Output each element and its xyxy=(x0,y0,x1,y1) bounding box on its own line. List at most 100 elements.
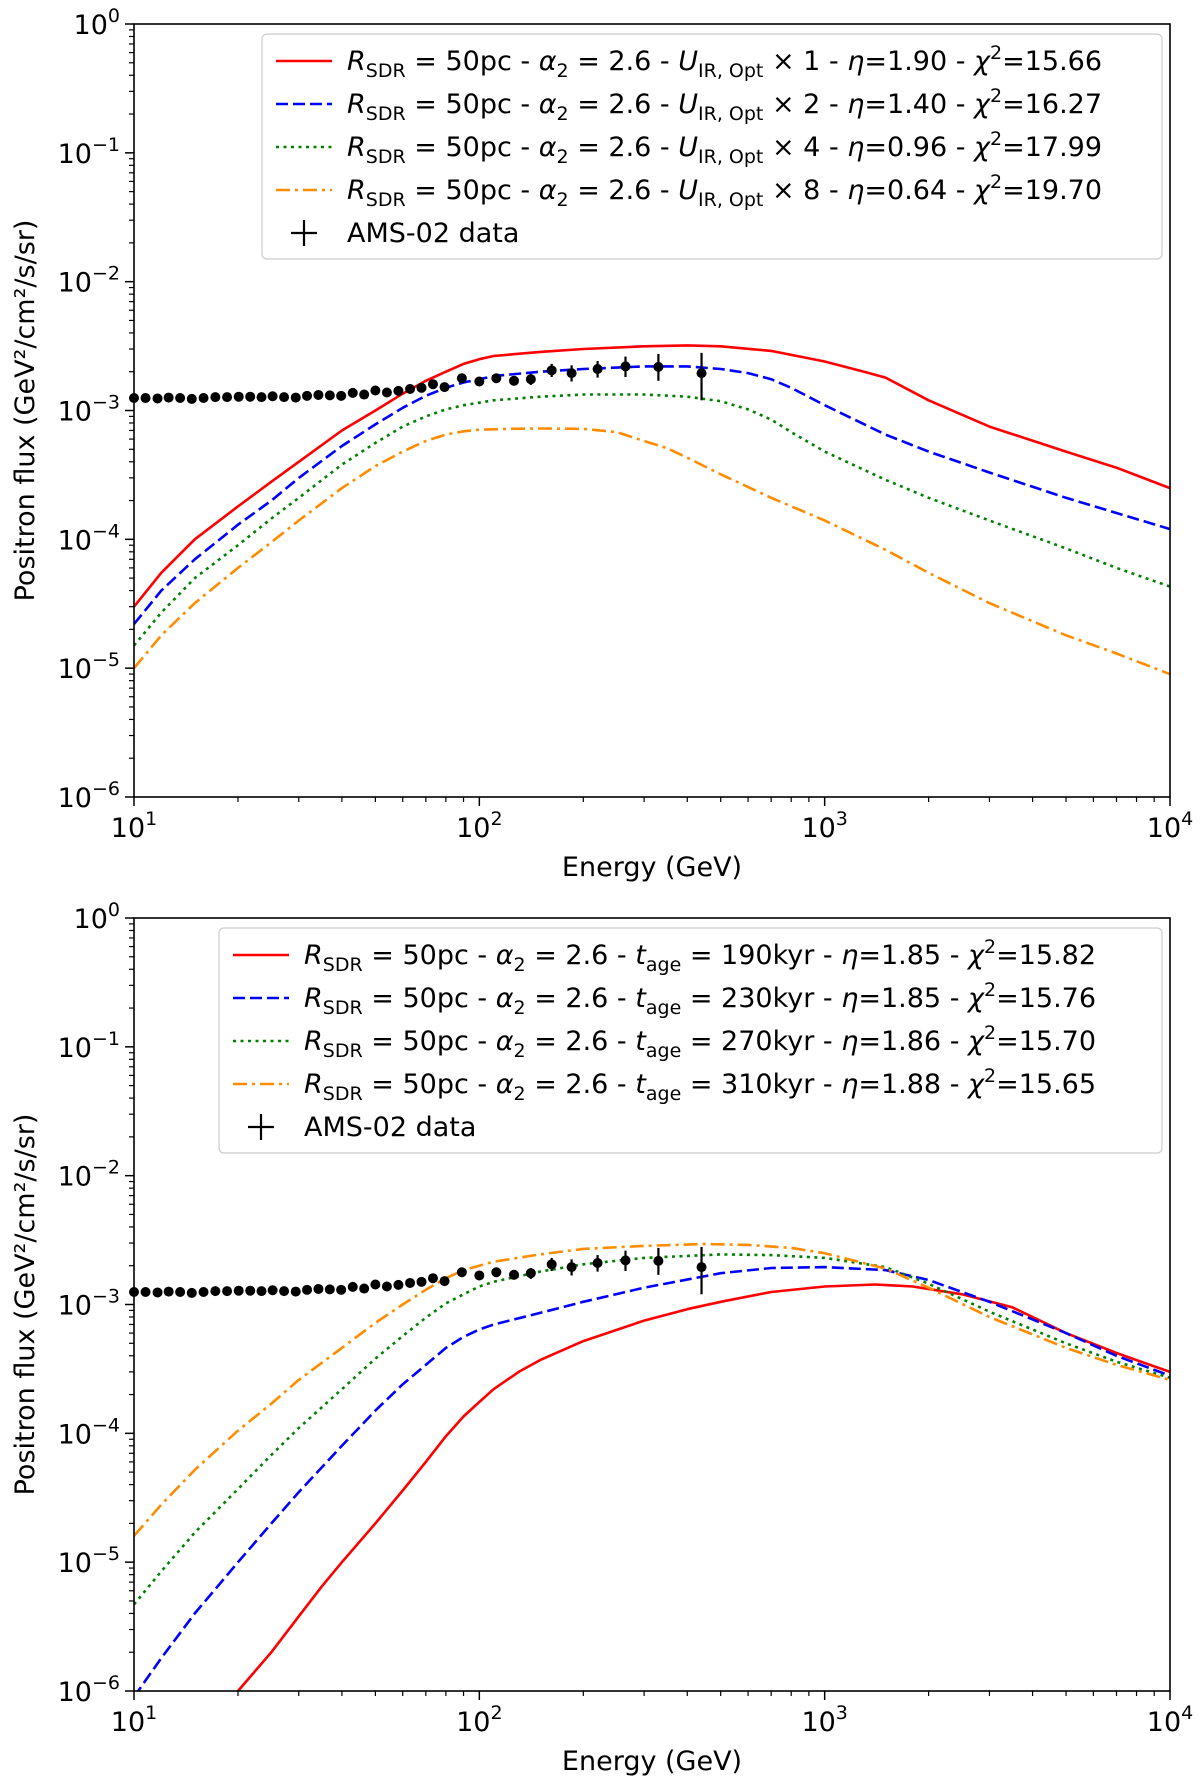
data-point xyxy=(163,1286,174,1297)
legend-text-segment: =1.86 - xyxy=(858,1026,968,1057)
legend-text-segment: α xyxy=(539,175,557,206)
data-point xyxy=(508,375,519,386)
legend-text-segment: η xyxy=(841,1026,858,1057)
series-line-3 xyxy=(134,393,1170,647)
tick-exponent: −2 xyxy=(92,263,120,285)
legend-text-segment: η xyxy=(847,175,864,206)
data-point xyxy=(152,1287,163,1298)
legend-text-segment: t xyxy=(635,940,647,971)
data-point xyxy=(336,1284,347,1295)
legend-text-segment: = 2.6 - xyxy=(569,46,679,77)
tick-exponent: 3 xyxy=(836,1702,848,1724)
legend-text-segment: =1.90 - xyxy=(864,46,974,77)
data-point xyxy=(198,1287,209,1298)
data-point xyxy=(653,1255,664,1266)
legend-text-segment: η xyxy=(841,940,858,971)
data-point xyxy=(222,1286,233,1297)
legend-text-segment: R xyxy=(304,983,323,1014)
legend-text-segment: η xyxy=(841,983,858,1014)
legend-text-segment: = 230kyr - xyxy=(681,983,841,1014)
legend-text-segment: =15.65 xyxy=(996,1069,1096,1100)
tick-exponent: 4 xyxy=(1181,808,1193,830)
data-point xyxy=(370,1279,381,1290)
legend-text-segment: χ xyxy=(966,1026,985,1057)
tick-base: 10 xyxy=(58,1291,92,1322)
tick-base: 10 xyxy=(58,268,92,299)
data-point xyxy=(279,392,290,403)
legend-text-segment: IR, Opt xyxy=(698,189,763,211)
data-point xyxy=(620,1255,631,1266)
y-tick-label: 10−5 xyxy=(58,1543,120,1579)
data-point xyxy=(566,1262,577,1273)
legend-text-segment: = 2.6 - xyxy=(569,175,679,206)
legend-label-1: RSDR = 50pc - α2 = 2.6 - tage = 190kyr -… xyxy=(304,936,1096,976)
tick-base: 10 xyxy=(58,525,92,556)
legend-text-segment: =0.96 - xyxy=(864,132,974,163)
tick-exponent: −4 xyxy=(92,1414,120,1436)
tick-exponent: 1 xyxy=(145,808,157,830)
data-point xyxy=(416,382,427,393)
data-point xyxy=(439,1276,450,1287)
tick-exponent: −6 xyxy=(92,1672,120,1694)
legend-text-segment: η xyxy=(847,132,864,163)
data-point xyxy=(546,365,557,376)
data-point xyxy=(140,393,151,404)
legend-label-4: RSDR = 50pc - α2 = 2.6 - tage = 310kyr -… xyxy=(304,1065,1096,1105)
legend-text-segment: × 8 - xyxy=(763,175,847,206)
tick-base: 10 xyxy=(58,139,92,170)
data-point xyxy=(186,1287,197,1298)
tick-base: 10 xyxy=(58,654,92,685)
data-point xyxy=(198,393,209,404)
legend: RSDR = 50pc - α2 = 2.6 - UIR, Opt × 1 - … xyxy=(261,33,1163,260)
legend-text-segment: = 50pc - xyxy=(363,1069,496,1100)
chart-panel-top: 101 102 103 10410010−110−210−310−410−510−6E… xyxy=(10,5,1193,883)
legend-text-segment: =15.82 xyxy=(996,940,1096,971)
x-tick-label: 104 xyxy=(1147,1702,1193,1738)
data-point xyxy=(245,391,256,402)
data-point xyxy=(525,374,536,385)
tick-exponent: 2 xyxy=(490,808,502,830)
data-point xyxy=(210,392,221,403)
data-point xyxy=(359,1283,370,1294)
legend-text-segment: = 50pc - xyxy=(363,1026,496,1057)
legend-box xyxy=(218,927,1163,1154)
data-point xyxy=(210,1286,221,1297)
legend-text-segment: =1.88 - xyxy=(858,1069,968,1100)
data-point xyxy=(566,368,577,379)
data-point xyxy=(140,1287,151,1298)
tick-base: 10 xyxy=(74,904,108,935)
y-tick-label: 10−3 xyxy=(58,392,120,428)
data-point xyxy=(592,1257,603,1268)
x-axis-label: Energy (GeV) xyxy=(562,852,742,883)
data-point xyxy=(302,1284,313,1295)
tick-exponent: 0 xyxy=(108,5,120,27)
legend-text-segment: t xyxy=(635,983,647,1014)
y-tick-label: 10−3 xyxy=(58,1286,120,1322)
legend-text-segment: = 2.6 - xyxy=(526,1069,636,1100)
data-point xyxy=(381,1281,392,1292)
legend-text-segment: χ xyxy=(966,940,985,971)
minor-ticks xyxy=(129,29,1155,802)
legend-text-segment: = 270kyr - xyxy=(681,1026,841,1057)
y-tick-label: 10−1 xyxy=(58,1028,120,1064)
model-curves xyxy=(134,344,1170,676)
minor-ticks xyxy=(129,923,1155,1696)
tick-exponent: 1 xyxy=(145,1702,157,1724)
legend-text-segment: = 50pc - xyxy=(363,983,496,1014)
legend-text-segment: χ xyxy=(972,46,991,77)
legend-label-1: RSDR = 50pc - α2 = 2.6 - UIR, Opt × 1 - … xyxy=(347,42,1102,82)
legend-text-segment: 2 xyxy=(990,128,1002,150)
legend-label-2: RSDR = 50pc - α2 = 2.6 - UIR, Opt × 2 - … xyxy=(347,85,1102,125)
data-point xyxy=(491,373,502,384)
tick-exponent: −6 xyxy=(92,778,120,800)
data-point xyxy=(456,373,467,384)
legend-text-segment: χ xyxy=(972,132,991,163)
data-point xyxy=(474,1270,485,1281)
y-tick-label: 10−4 xyxy=(58,520,120,556)
tick-exponent: 0 xyxy=(108,899,120,921)
tick-base: 10 xyxy=(74,10,108,41)
data-point xyxy=(347,1281,358,1292)
legend-text-segment: age xyxy=(646,1040,681,1062)
tick-exponent: −4 xyxy=(92,520,120,542)
